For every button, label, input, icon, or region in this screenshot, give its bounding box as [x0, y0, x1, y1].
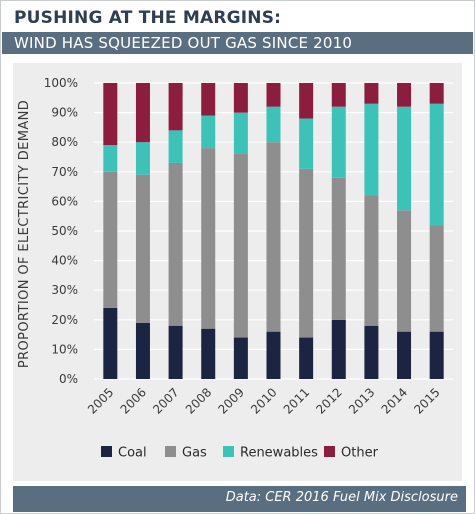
bar-segment-renewables: [331, 106, 346, 178]
bar-segment-renewables: [103, 145, 118, 172]
bar-segment-other: [429, 83, 444, 104]
bar-segment-coal: [397, 331, 412, 379]
source-note: Data: CER 2016 Fuel Mix Disclosure: [225, 490, 458, 505]
legend-label-coal: Coal: [118, 446, 147, 461]
x-tick-label: 2005: [85, 385, 116, 416]
bar-segment-other: [397, 83, 412, 107]
y-axis-title: PROPORTION OF ELECTRICITY DEMAND: [17, 100, 32, 368]
y-tick-label: 20%: [51, 313, 78, 327]
bar-segment-gas: [103, 171, 118, 308]
bar-segment-coal: [266, 331, 281, 379]
x-tick-label: 2010: [248, 385, 279, 416]
bar-segment-other: [135, 83, 150, 143]
bar-segment-renewables: [266, 106, 281, 143]
x-tick-label: 2009: [215, 385, 246, 416]
chart-subtitle: WIND HAS SQUEEZED OUT GAS SINCE 2010: [14, 34, 353, 52]
x-tick-label: 2015: [411, 385, 442, 416]
y-tick-label: 60%: [51, 194, 78, 208]
bar-segment-renewables: [135, 142, 150, 175]
bar-segment-gas: [201, 148, 216, 329]
bar-segment-renewables: [364, 103, 379, 196]
bar-segment-gas: [168, 162, 183, 326]
legend-label-other: Other: [341, 446, 379, 461]
bar-segment-renewables: [233, 112, 248, 155]
bar-segment-other: [299, 83, 314, 119]
x-tick-label: 2006: [118, 385, 149, 416]
bar-segment-gas: [135, 174, 150, 323]
bar-segment-renewables: [429, 103, 444, 226]
bar-segment-coal: [299, 337, 314, 379]
bar-segment-renewables: [397, 106, 412, 211]
bar-segment-other: [364, 83, 379, 104]
bar-segment-coal: [331, 319, 346, 379]
bar-segment-other: [168, 83, 183, 131]
bar-segment-gas: [397, 210, 412, 332]
bar-segment-coal: [429, 331, 444, 379]
bar-segment-gas: [429, 225, 444, 332]
y-tick-label: 30%: [51, 283, 78, 297]
bar-segment-other: [201, 83, 216, 116]
bar-segment-renewables: [168, 130, 183, 163]
bar-segment-gas: [331, 177, 346, 320]
bar-segment-gas: [266, 142, 281, 332]
bar-segment-gas: [233, 154, 248, 338]
y-tick-label: 0%: [59, 372, 78, 386]
legend-label-renewables: Renewables: [240, 446, 318, 461]
source-footer: Data: CER 2016 Fuel Mix Disclosure: [13, 486, 466, 512]
chart-header: PUSHING AT THE MARGINS: WIND HAS SQUEEZE…: [2, 2, 473, 58]
bar-segment-renewables: [299, 118, 314, 169]
y-tick-label: 100%: [44, 76, 78, 90]
subtitle-band: WIND HAS SQUEEZED OUT GAS SINCE 2010: [2, 32, 473, 54]
y-tick-label: 80%: [51, 135, 78, 149]
chart-title: PUSHING AT THE MARGINS:: [14, 8, 282, 28]
bar-segment-coal: [233, 337, 248, 379]
bar-segment-gas: [299, 168, 314, 338]
legend-label-gas: Gas: [182, 446, 207, 461]
y-tick-label: 40%: [51, 254, 78, 268]
bar-segment-coal: [364, 325, 379, 379]
bar-segment-coal: [201, 328, 216, 379]
bar-segment-renewables: [201, 115, 216, 149]
y-tick-label: 90%: [51, 106, 78, 120]
x-tick-label: 2008: [183, 385, 214, 416]
bar-segment-other: [103, 83, 118, 146]
bar-segment-other: [331, 83, 346, 107]
legend-swatch-coal: [101, 446, 112, 457]
bar-segment-coal: [103, 307, 118, 379]
x-tick-label: 2011: [281, 385, 312, 416]
x-tick-label: 2007: [150, 385, 181, 416]
x-tick-label: 2012: [313, 385, 344, 416]
y-tick-label: 70%: [51, 165, 78, 179]
bar-segment-gas: [364, 195, 379, 326]
x-tick-label: 2013: [346, 385, 377, 416]
bar-segment-other: [233, 83, 248, 113]
legend-swatch-gas: [165, 446, 176, 457]
bar-segment-coal: [168, 325, 183, 379]
x-tick-label: 2014: [379, 385, 410, 416]
legend-swatch-other: [324, 446, 335, 457]
y-tick-label: 50%: [51, 224, 78, 238]
bar-segment-coal: [135, 322, 150, 379]
legend-swatch-renewables: [223, 446, 234, 457]
y-tick-label: 10%: [51, 342, 78, 356]
bar-segment-other: [266, 83, 281, 107]
